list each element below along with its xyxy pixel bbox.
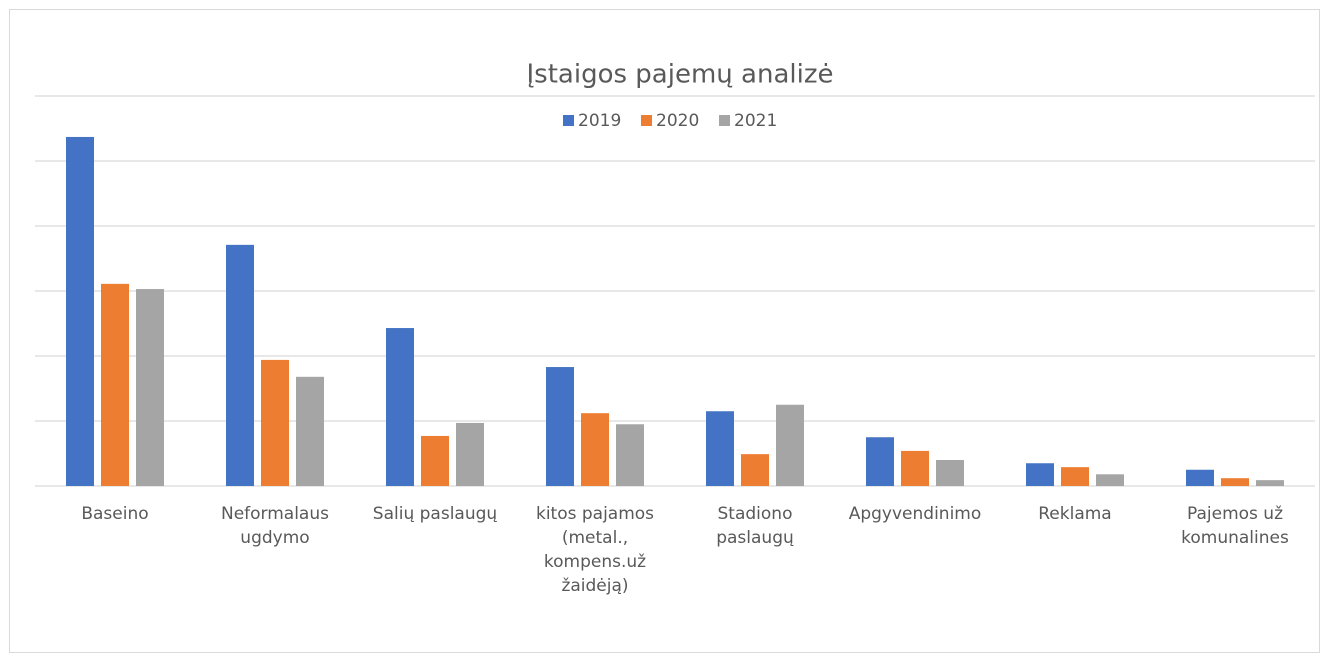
x-tick-label-box: Stadiono paslaugų <box>716 504 794 548</box>
bar <box>1061 467 1089 486</box>
chart-title: Įstaigos pajemų analizė <box>527 60 834 90</box>
x-tick-label: Baseino <box>81 504 149 524</box>
bar <box>1096 474 1124 486</box>
x-tick-label: Neformalaus ugdymo <box>220 504 329 548</box>
x-tick-label: Pajemos už komunalines <box>1181 504 1289 548</box>
x-tick-label-box: Pajemos už komunalines <box>1181 504 1289 548</box>
bar <box>901 450 929 486</box>
legend-label: 2021 <box>734 111 777 131</box>
bar <box>1221 478 1249 486</box>
bar <box>1256 480 1284 486</box>
x-tick-label-box: Baseino <box>81 504 149 524</box>
x-tick-label-box: Reklama <box>1038 504 1112 524</box>
bar <box>66 136 94 486</box>
bar <box>226 244 254 486</box>
x-tick-label: kitos pajamos (metal., kompens.už žaidėj… <box>535 504 655 596</box>
bar <box>866 437 894 486</box>
bar <box>741 454 769 486</box>
x-tick-label-box: kitos pajamos (metal., kompens.už žaidėj… <box>535 504 655 596</box>
x-tick-label-box: Salių paslaugų <box>372 504 498 524</box>
bar <box>421 435 449 486</box>
legend-swatch <box>719 115 730 126</box>
bar <box>546 367 574 486</box>
x-tick-label-box: Neformalaus ugdymo <box>220 504 329 548</box>
bar <box>936 460 964 486</box>
legend-label: 2019 <box>578 111 621 131</box>
bar <box>386 328 414 486</box>
x-tick-label: Salių paslaugų <box>372 504 498 524</box>
bar <box>1026 463 1054 486</box>
bar <box>581 413 609 486</box>
x-tick-label-box: Apgyvendinimo <box>848 504 982 524</box>
bar <box>1186 469 1214 486</box>
bar <box>616 424 644 486</box>
legend-swatch <box>563 115 574 126</box>
legend-label: 2020 <box>656 111 699 131</box>
bar <box>776 404 804 486</box>
x-tick-label: Reklama <box>1038 504 1112 524</box>
bar <box>296 376 324 486</box>
bar <box>136 289 164 486</box>
bar <box>456 422 484 486</box>
legend-swatch <box>641 115 652 126</box>
bar <box>101 283 129 486</box>
x-tick-label: Apgyvendinimo <box>848 504 982 524</box>
bar <box>261 359 289 486</box>
x-tick-label: Stadiono paslaugų <box>716 504 794 548</box>
bar <box>706 411 734 486</box>
